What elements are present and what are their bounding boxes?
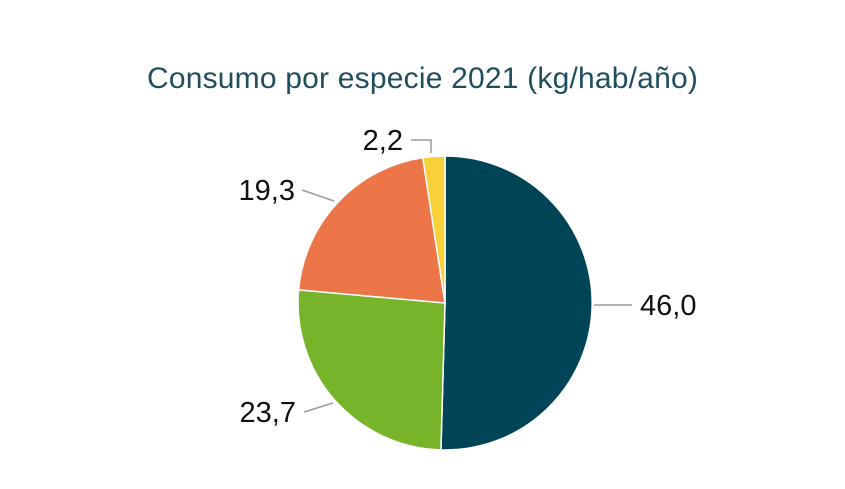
chart-title: Consumo por especie 2021 (kg/hab/año) (146, 62, 699, 95)
pie-slice-2 (297, 156, 446, 304)
leader-lines (301, 139, 632, 413)
leader-line-3 (411, 139, 432, 153)
data-labels: 46,0 23,7 19,3 2,2 (239, 125, 697, 429)
leader-line-2 (301, 189, 335, 202)
data-label-1: 23,7 (240, 397, 296, 429)
pie-slice-0 (440, 155, 593, 451)
data-label-3: 2,2 (363, 125, 403, 157)
data-label-0: 46,0 (640, 290, 696, 322)
pie-slices (297, 155, 593, 451)
data-label-2: 19,3 (239, 175, 295, 207)
pie-slice-3 (421, 155, 446, 304)
pie-slice-1 (297, 289, 446, 451)
leader-line-1 (303, 402, 334, 413)
